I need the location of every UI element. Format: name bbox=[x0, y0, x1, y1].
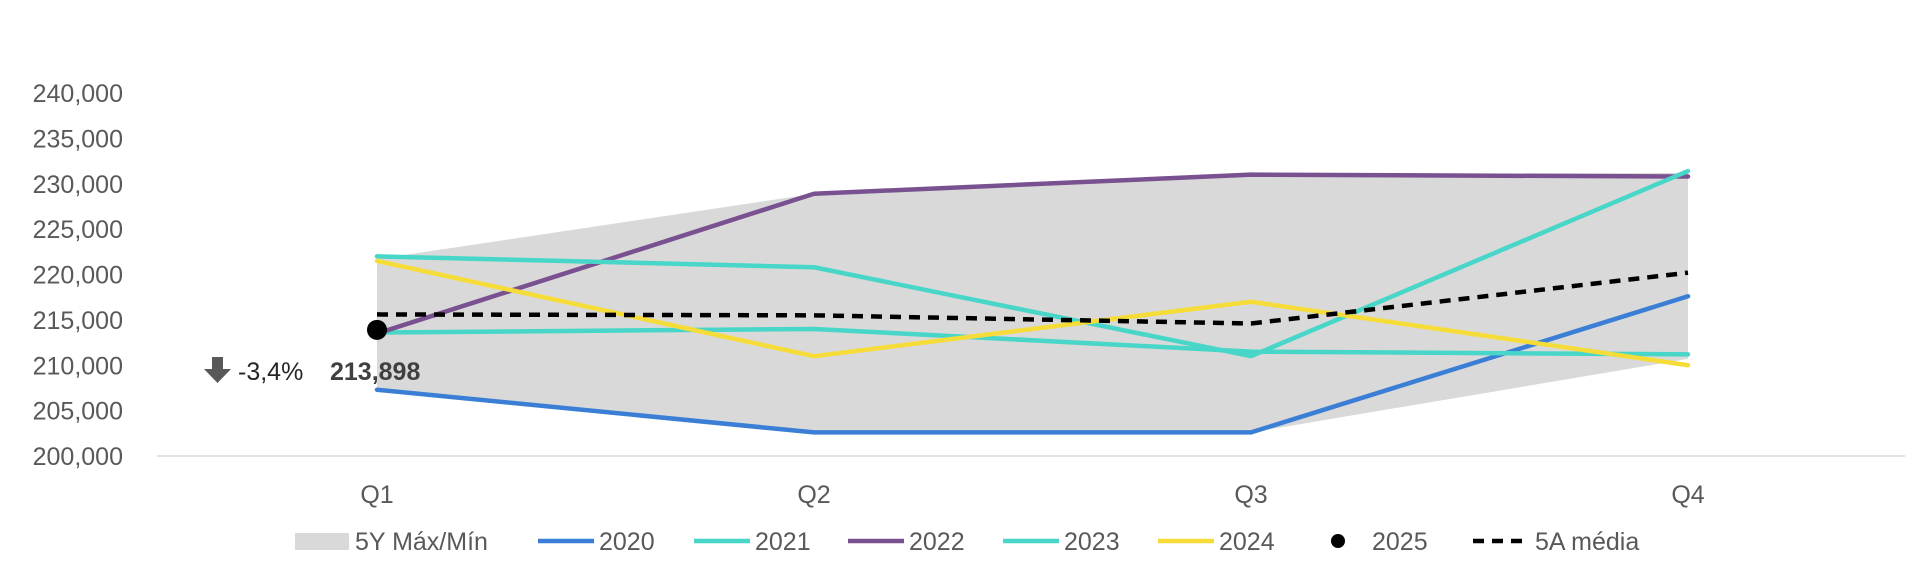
legend-label: 2024 bbox=[1219, 528, 1275, 556]
y-tick-label: 225,000 bbox=[33, 216, 123, 244]
legend-item-2021: 2021 bbox=[694, 528, 811, 556]
legend-item-5A média: 5A média bbox=[1473, 528, 1639, 556]
legend-item-2024: 2024 bbox=[1158, 528, 1275, 556]
y-tick-label: 235,000 bbox=[33, 125, 123, 153]
band-area bbox=[377, 172, 1688, 433]
arrow-down-icon bbox=[204, 357, 231, 383]
legend-label: 2023 bbox=[1064, 528, 1120, 556]
point-2025 bbox=[367, 319, 387, 340]
legend-item-2023: 2023 bbox=[1003, 528, 1120, 556]
legend-swatch bbox=[295, 533, 349, 550]
legend-item-2020: 2020 bbox=[538, 528, 655, 556]
change-percent: -3,4% bbox=[238, 358, 303, 386]
y-tick-label: 230,000 bbox=[33, 171, 123, 199]
legend-label: 2022 bbox=[909, 528, 965, 556]
change-annotation: -3,4% 213,898 bbox=[204, 357, 420, 386]
x-tick-label: Q4 bbox=[1671, 481, 1704, 509]
x-tick-label: Q2 bbox=[797, 481, 830, 509]
latest-value: 213,898 bbox=[330, 358, 420, 386]
y-tick-label: 200,000 bbox=[33, 443, 123, 471]
x-tick-label: Q3 bbox=[1234, 481, 1267, 509]
legend-item-5Y Máx/Mín: 5Y Máx/Mín bbox=[295, 528, 488, 556]
x-tick-label: Q1 bbox=[360, 481, 393, 509]
series-line-2021 bbox=[374, 326, 1691, 357]
legend: 5Y Máx/Mín 2020 2021 2022 2023 2024 2025 5A méd… bbox=[295, 528, 1639, 556]
legend-label: 2025 bbox=[1372, 528, 1428, 556]
legend-swatch bbox=[1331, 534, 1345, 548]
y-tick-label: 205,000 bbox=[33, 398, 123, 426]
series-line-2024 bbox=[374, 258, 1691, 368]
legend-label: 5A média bbox=[1535, 528, 1639, 556]
y-tick-label: 210,000 bbox=[33, 352, 123, 380]
y-tick-label: 215,000 bbox=[33, 307, 123, 335]
legend-item-2025: 2025 bbox=[1331, 528, 1428, 556]
y-tick-label: 220,000 bbox=[33, 262, 123, 290]
average-line bbox=[376, 270, 1689, 326]
legend-label: 5Y Máx/Mín bbox=[355, 528, 488, 556]
legend-label: 2020 bbox=[599, 528, 655, 556]
series-line-2020 bbox=[374, 294, 1691, 435]
legend-label: 2021 bbox=[755, 528, 811, 556]
y-tick-label: 240,000 bbox=[33, 80, 123, 108]
legend-item-2022: 2022 bbox=[848, 528, 965, 556]
series-line-2023 bbox=[374, 168, 1691, 359]
